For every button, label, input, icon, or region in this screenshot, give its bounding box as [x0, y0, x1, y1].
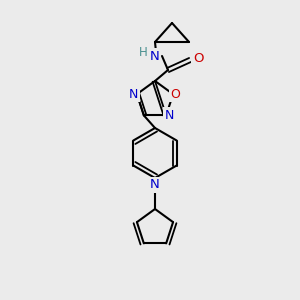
Text: N: N: [150, 178, 160, 191]
Text: O: O: [170, 88, 180, 100]
Text: O: O: [193, 52, 203, 65]
Text: N: N: [129, 88, 139, 100]
Text: N: N: [150, 50, 160, 62]
Text: H: H: [139, 46, 147, 59]
Text: N: N: [164, 109, 174, 122]
